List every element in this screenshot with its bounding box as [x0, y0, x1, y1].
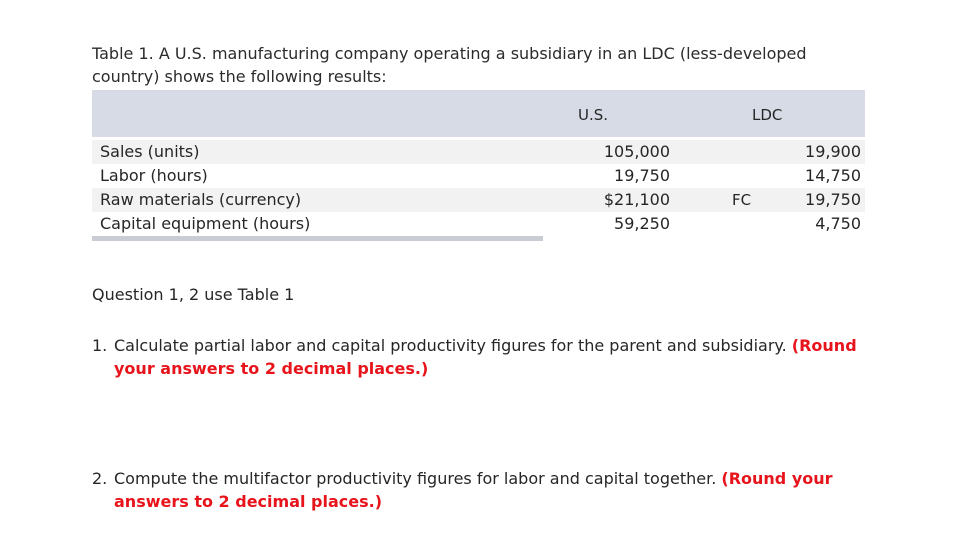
table-bottom-rule	[92, 236, 543, 241]
question-number: 2.	[92, 469, 108, 488]
cell-ldc-raw-materials: 19,750	[805, 190, 861, 209]
column-header-us: U.S.	[578, 106, 609, 124]
cell-us-sales: 105,000	[603, 142, 670, 161]
table-header-band	[92, 90, 865, 137]
cell-ldc-sales: 19,900	[805, 142, 861, 161]
cell-ldc-labor: 14,750	[805, 166, 861, 185]
questions-intro: Question 1, 2 use Table 1	[92, 285, 295, 304]
row-label-sales: Sales (units)	[100, 142, 200, 161]
cell-us-raw-materials: $21,100	[603, 190, 670, 209]
question-2: 2. Compute the multifactor productivity …	[92, 467, 892, 513]
results-table: U.S. LDC Sales (units) 105,000 19,900 La…	[92, 90, 865, 242]
question-text: Compute the multifactor productivity fig…	[114, 469, 717, 488]
cell-ldc-capital-equipment: 4,750	[815, 214, 861, 233]
question-number: 1.	[92, 336, 108, 355]
rounding-note: (Round your answers to 2 decimal places.…	[114, 469, 833, 511]
table-row-band	[92, 188, 865, 212]
column-header-ldc: LDC	[752, 106, 783, 124]
row-label-capital-equipment: Capital equipment (hours)	[100, 214, 311, 233]
row-label-raw-materials: Raw materials (currency)	[100, 190, 302, 209]
row-label-labor: Labor (hours)	[100, 166, 208, 185]
question-text: Calculate partial labor and capital prod…	[114, 336, 787, 355]
cell-fc-currency: FC	[732, 191, 752, 209]
table-caption: Table 1. A U.S. manufacturing company op…	[92, 44, 807, 86]
cell-us-labor: 19,750	[614, 166, 670, 185]
cell-us-capital-equipment: 59,250	[614, 214, 670, 233]
question-1: 1. Calculate partial labor and capital p…	[92, 334, 892, 380]
rounding-note: (Round your answers to 2 decimal places.…	[114, 336, 857, 378]
table-row-band	[92, 140, 865, 164]
